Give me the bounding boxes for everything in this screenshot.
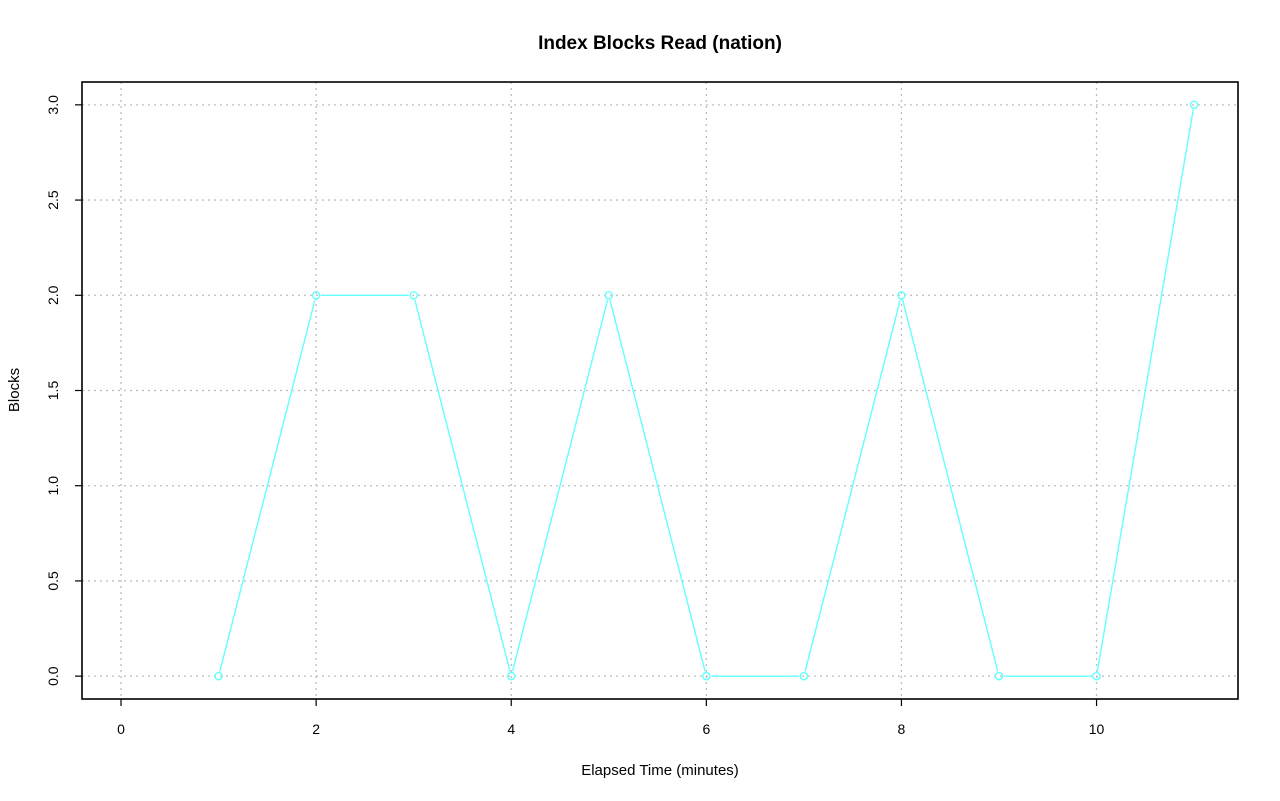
x-tick-label: 6 [702, 721, 710, 737]
data-point [1092, 671, 1101, 681]
x-tick-label: 8 [898, 721, 906, 737]
series-line-segment [902, 299, 999, 672]
x-tick-label: 2 [312, 721, 320, 737]
y-axis-label: Blocks [6, 368, 23, 412]
y-axis: 0.0 0.5 1.0 1.5 2.0 2.5 3.0 [45, 95, 82, 686]
data-point [994, 671, 1004, 681]
data-point [409, 290, 418, 300]
data-point [311, 290, 321, 300]
series-line-segment [804, 299, 901, 672]
data-point [604, 290, 614, 300]
y-tick-label: 0.0 [45, 666, 61, 686]
series-line-segment [511, 299, 609, 672]
chart-title: Index Blocks Read (nation) [538, 33, 782, 54]
data-point [214, 671, 223, 681]
data-point [702, 671, 711, 681]
y-tick-label: 0.5 [45, 571, 61, 591]
y-tick-label: 3.0 [45, 95, 61, 115]
series-line-segment [414, 299, 511, 672]
x-axis-label: Elapsed Time (minutes) [581, 762, 739, 779]
data-point [799, 671, 809, 681]
y-tick-label: 1.0 [45, 476, 61, 496]
series-line-segment [609, 299, 706, 672]
y-tick-label: 2.0 [45, 285, 61, 305]
x-axis: 0 2 4 6 8 10 [117, 699, 1105, 737]
y-tick-label: 2.5 [45, 190, 61, 210]
series-line-segment [219, 299, 316, 672]
x-tick-label: 0 [117, 721, 125, 737]
y-tick-label: 1.5 [45, 381, 61, 401]
data-point [897, 290, 906, 300]
series-layer [214, 100, 1199, 681]
series-line-segment [1096, 109, 1194, 672]
data-point [506, 671, 516, 681]
grid [82, 82, 1238, 699]
x-tick-label: 4 [507, 721, 515, 737]
data-point [1189, 100, 1199, 110]
x-tick-label: 10 [1089, 721, 1105, 737]
